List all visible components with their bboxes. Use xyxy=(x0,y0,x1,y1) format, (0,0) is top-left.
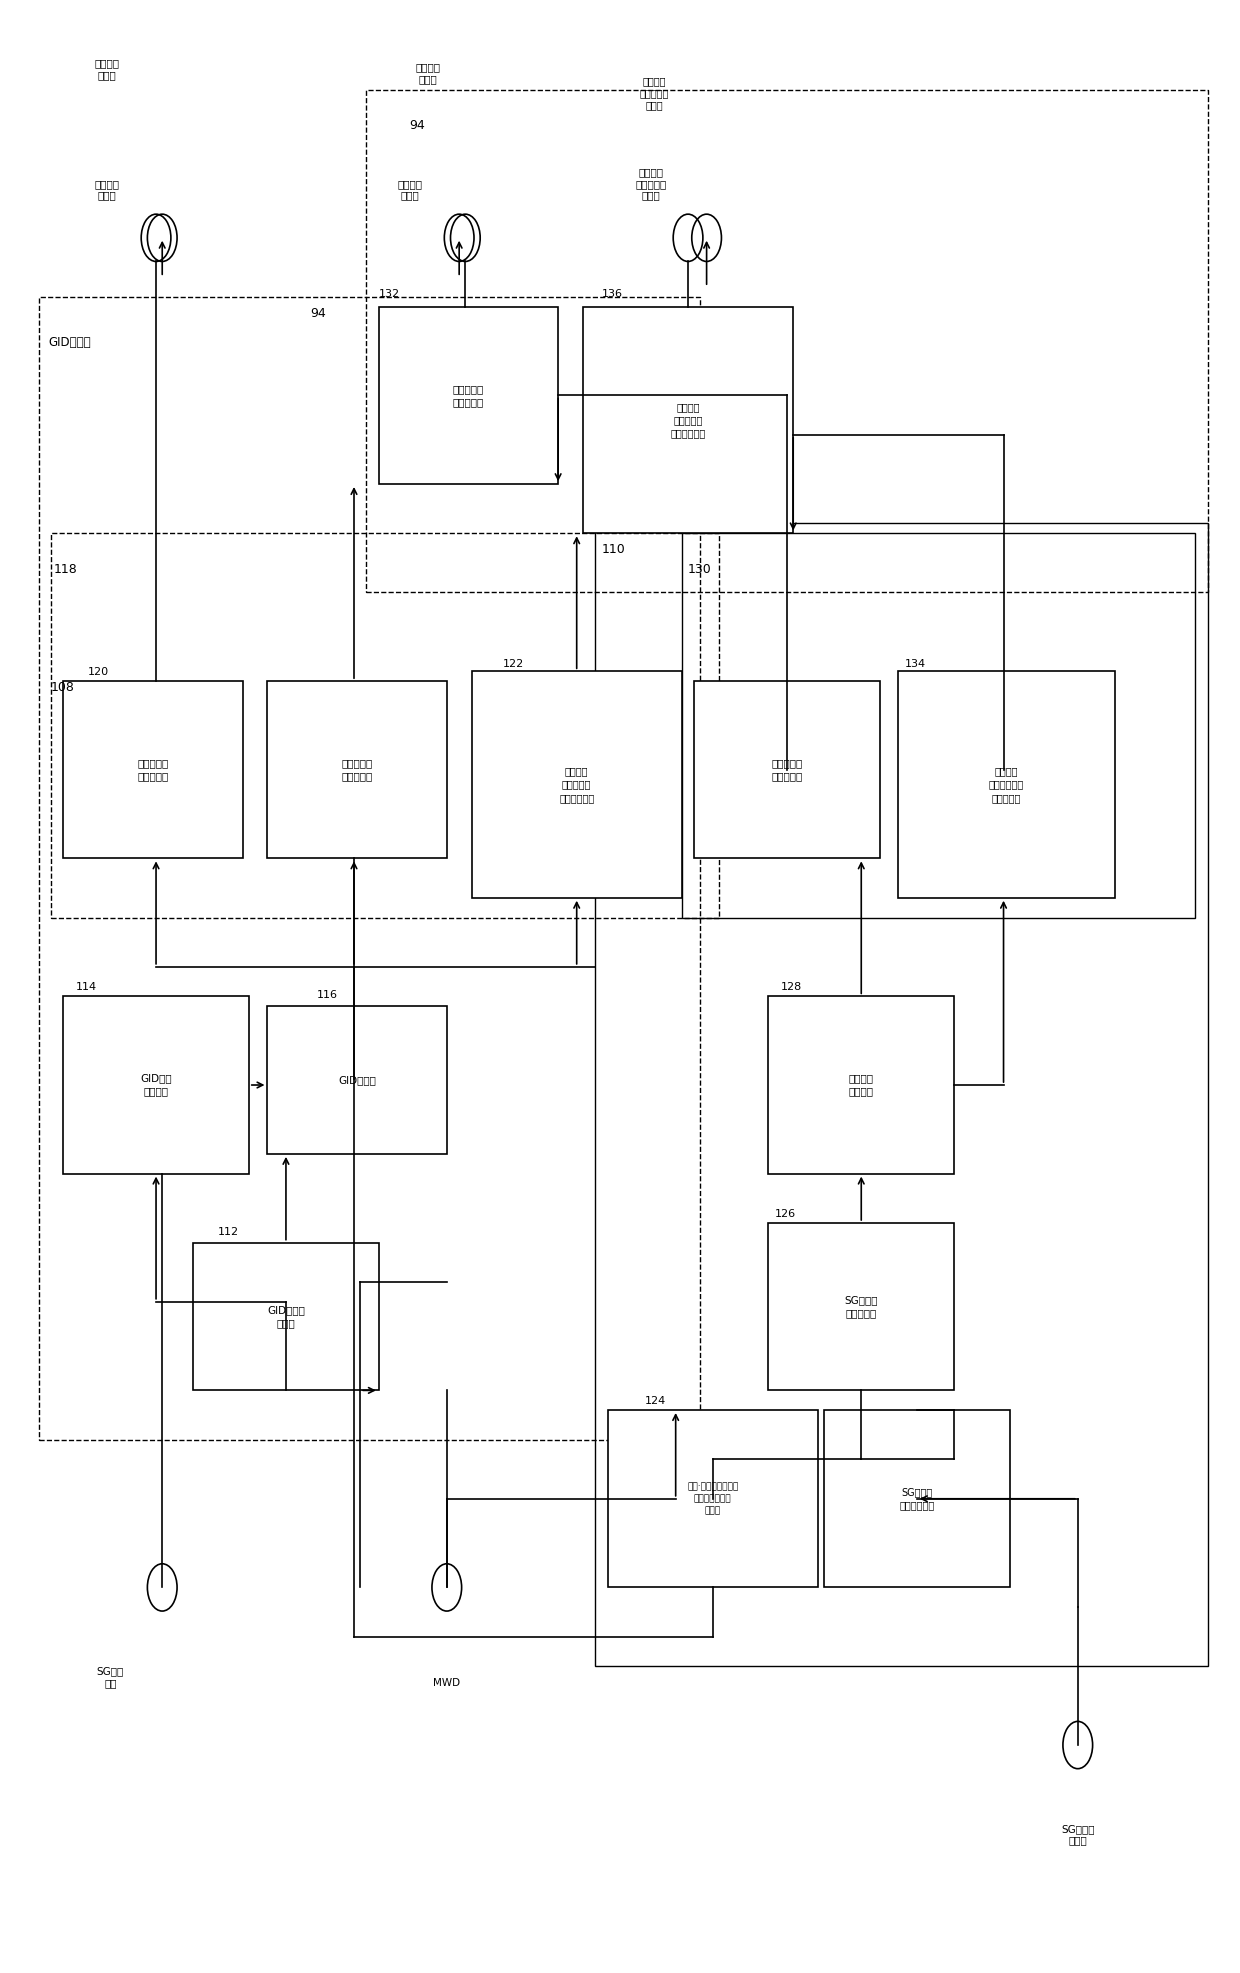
Text: 空气流量
指令值: 空气流量 指令值 xyxy=(94,59,119,81)
Text: 116: 116 xyxy=(317,990,337,1000)
Bar xyxy=(694,681,880,858)
Text: 114: 114 xyxy=(76,983,97,992)
Text: 校正用流
量决定部: 校正用流 量决定部 xyxy=(848,1073,874,1097)
Text: 空气流量
指令值: 空气流量 指令值 xyxy=(94,180,119,201)
Bar xyxy=(769,996,954,1174)
Text: 燃料·高氢浓度氧化剂
流量指令校正值
设定部: 燃料·高氢浓度氧化剂 流量指令校正值 设定部 xyxy=(687,1482,738,1515)
Text: SG发热量
偏差运算部: SG发热量 偏差运算部 xyxy=(844,1294,878,1318)
Text: 高氢浓度
氧化剂流量
指令值: 高氢浓度 氧化剂流量 指令值 xyxy=(640,77,670,110)
Text: 128: 128 xyxy=(781,983,802,992)
Bar xyxy=(769,1223,954,1391)
Text: 134: 134 xyxy=(904,659,926,669)
Text: GID决定部: GID决定部 xyxy=(339,1075,376,1085)
Bar xyxy=(471,671,682,898)
Text: 燃料流量指
令值设定部: 燃料流量指 令值设定部 xyxy=(341,758,373,781)
Text: 高氢浓度
氧化剂流量校
正量设定部: 高氢浓度 氧化剂流量校 正量设定部 xyxy=(990,766,1024,803)
Text: SG发热量
目标值设定部: SG发热量 目标值设定部 xyxy=(899,1488,935,1511)
Bar xyxy=(608,1411,818,1588)
Text: 94: 94 xyxy=(409,120,425,132)
Text: 126: 126 xyxy=(775,1209,796,1219)
Bar xyxy=(595,523,1208,1667)
Bar xyxy=(366,91,1208,592)
Text: 空气流量指
令值设定部: 空气流量指 令值设定部 xyxy=(138,758,169,781)
Text: 燃料流量校
正量设定部: 燃料流量校 正量设定部 xyxy=(771,758,802,781)
Bar xyxy=(51,533,719,917)
Bar xyxy=(378,306,558,483)
Text: 94: 94 xyxy=(311,306,326,320)
Bar xyxy=(63,996,249,1174)
Text: GID校正
量设定部: GID校正 量设定部 xyxy=(140,1073,172,1097)
Text: 112: 112 xyxy=(218,1227,239,1237)
Bar xyxy=(825,1411,1009,1588)
Text: 132: 132 xyxy=(378,288,399,300)
Bar xyxy=(583,306,794,533)
Bar xyxy=(38,296,701,1440)
Text: GID目标值
设定部: GID目标值 设定部 xyxy=(267,1304,305,1328)
Bar xyxy=(193,1243,378,1391)
Bar xyxy=(898,671,1115,898)
Bar xyxy=(63,681,243,858)
Bar xyxy=(268,681,446,858)
Text: 130: 130 xyxy=(688,562,712,576)
Text: SG压力
偏差: SG压力 偏差 xyxy=(97,1667,124,1689)
Text: 燃料流量
指令值: 燃料流量 指令值 xyxy=(397,180,422,201)
Text: MWD: MWD xyxy=(433,1677,460,1689)
Text: 高氢浓度
氧化剂流量
指令值: 高氢浓度 氧化剂流量 指令值 xyxy=(635,168,667,201)
Text: 高氢浓度
氧化剂流量
指令值设定部: 高氢浓度 氧化剂流量 指令值设定部 xyxy=(559,766,594,803)
Text: 高氢浓度
氧化剂流量
指令值决大部: 高氢浓度 氧化剂流量 指令值决大部 xyxy=(671,402,706,438)
Text: 136: 136 xyxy=(601,288,622,300)
Text: 燃料流量
指令值: 燃料流量 指令值 xyxy=(415,63,440,85)
Text: 108: 108 xyxy=(51,681,74,694)
Text: 124: 124 xyxy=(645,1397,666,1407)
Text: 120: 120 xyxy=(88,667,109,677)
Bar xyxy=(268,1006,446,1154)
Bar xyxy=(682,533,1195,917)
Text: 燃料流量指
令值决定部: 燃料流量指 令值决定部 xyxy=(453,385,484,406)
Text: 122: 122 xyxy=(502,659,523,669)
Text: 118: 118 xyxy=(53,562,77,576)
Text: SG发热量
检测值: SG发热量 检测值 xyxy=(1061,1823,1095,1845)
Text: GID设定部: GID设定部 xyxy=(48,335,91,349)
Text: 110: 110 xyxy=(601,543,625,556)
